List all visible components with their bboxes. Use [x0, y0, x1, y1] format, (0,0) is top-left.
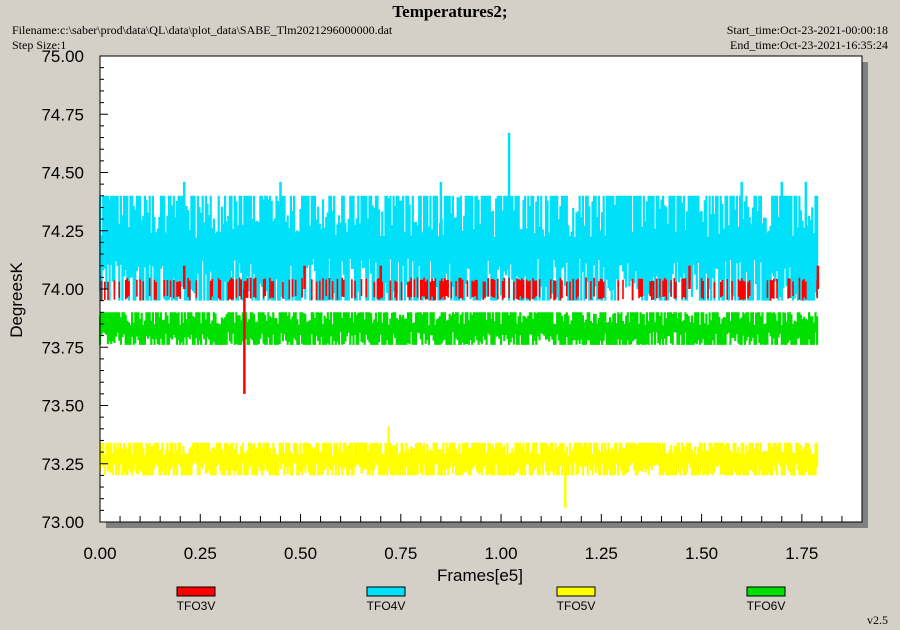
axis-layer: 73.00 73.25 73.50 73.75 74.00 74.25 74.50 74.75…: [41, 47, 862, 563]
start-time-label: Start_time:Oct-23-2021-00:00:18: [726, 23, 888, 37]
y-tick-label: 73.00: [41, 513, 84, 532]
x-tick-label: 0.25: [184, 544, 217, 563]
series-tfo4v: [98, 132, 819, 301]
y-tick-label: 75.00: [41, 47, 84, 66]
y-tick-label: 74.00: [41, 280, 84, 299]
x-tick-label: 1.00: [485, 544, 518, 563]
legend-swatch-tfo6v: [746, 586, 786, 597]
y-axis-title: DegreesK: [7, 262, 26, 338]
step-size-label: Step Size:1: [12, 38, 67, 52]
x-tick-label: 0.75: [384, 544, 417, 563]
x-tick-label: 1.50: [685, 544, 718, 563]
legend-swatch-tfo3v: [176, 586, 216, 597]
filename-label: Filename:c:\saber\prod\data\QL\data\plot…: [12, 23, 393, 37]
version-label: v2.5: [867, 613, 888, 627]
legend-label-tfo6v: TFO6V: [747, 599, 786, 613]
legend-label-tfo3v: TFO3V: [177, 599, 216, 613]
y-tick-label: 73.75: [41, 338, 84, 357]
chart-title: Temperatures2;: [392, 2, 508, 21]
y-tick-label: 73.50: [41, 397, 84, 416]
x-tick-label: 0.00: [83, 544, 116, 563]
x-tick-label: 0.50: [284, 544, 317, 563]
y-tick-label: 74.50: [41, 164, 84, 183]
legend-label-tfo5v: TFO5V: [557, 599, 596, 613]
end-time-label: End_time:Oct-23-2021-16:35:24: [730, 38, 888, 52]
legend: TFO3V TFO4V TFO5V TFO6V: [176, 586, 786, 613]
series-tfo3v: [100, 265, 820, 394]
legend-label-tfo4v: TFO4V: [367, 599, 406, 613]
x-tick-label: 1.75: [785, 544, 818, 563]
x-tick-label: 1.25: [585, 544, 618, 563]
legend-swatch-tfo5v: [556, 586, 596, 597]
x-axis-title: Frames[e5]: [437, 566, 523, 585]
y-tick-label: 73.25: [41, 455, 84, 474]
legend-swatch-tfo4v: [366, 586, 406, 597]
y-tick-label: 74.75: [41, 105, 84, 124]
y-tick-label: 74.25: [41, 222, 84, 241]
series-layer: [98, 132, 820, 509]
series-band-tfo3v: [100, 277, 818, 301]
